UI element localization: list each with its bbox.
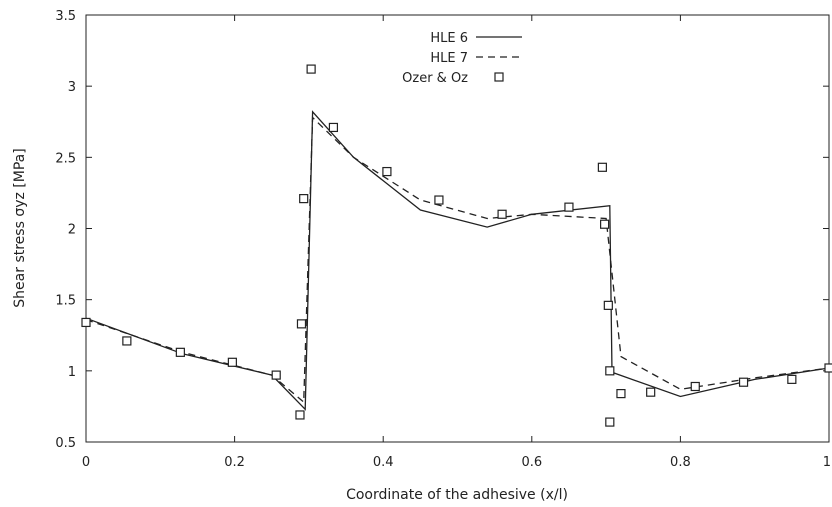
x-axis-title: Coordinate of the adhesive (x/l) bbox=[346, 487, 568, 503]
y-tick-label: 2 bbox=[68, 223, 76, 238]
y-tick-label: 0.5 bbox=[55, 436, 76, 451]
data-point-marker bbox=[787, 374, 797, 384]
data-point-marker bbox=[600, 219, 610, 229]
x-tick-label: 0.6 bbox=[521, 455, 542, 470]
y-tick-label: 3 bbox=[68, 80, 76, 95]
data-point-marker bbox=[497, 209, 507, 219]
data-point-marker bbox=[738, 377, 749, 387]
x-tick-label: 1 bbox=[823, 455, 831, 470]
data-point-marker bbox=[382, 166, 392, 177]
data-point-marker bbox=[597, 162, 607, 172]
data-point-marker bbox=[175, 347, 185, 357]
data-point-marker bbox=[603, 300, 613, 310]
legend: HLE 6 HLE 7 Ozer & Oz bbox=[402, 31, 522, 86]
data-point-marker bbox=[646, 387, 656, 397]
x-tick-label: 0.8 bbox=[670, 455, 691, 470]
legend-label: HLE 7 bbox=[430, 51, 468, 66]
x-tick-label: 0.4 bbox=[373, 455, 394, 470]
series-line bbox=[85, 110, 830, 411]
y-tick-label: 1 bbox=[68, 365, 76, 380]
y-tick-label: 1.5 bbox=[55, 294, 76, 309]
data-point-marker bbox=[434, 195, 444, 205]
legend-marker bbox=[494, 72, 504, 82]
data-point-marker bbox=[605, 417, 615, 427]
data-point-marker bbox=[271, 370, 281, 380]
x-tick-label: 0.2 bbox=[224, 455, 245, 470]
data-point-marker bbox=[81, 317, 91, 328]
data-point-marker bbox=[296, 319, 307, 329]
series-layer bbox=[81, 64, 832, 427]
legend-label: HLE 6 bbox=[430, 31, 468, 46]
data-point-marker bbox=[328, 122, 339, 133]
y-tick-label: 3.5 bbox=[55, 9, 76, 24]
series-line bbox=[85, 116, 830, 404]
data-point-marker bbox=[295, 410, 305, 420]
data-point-marker bbox=[605, 366, 615, 376]
x-tick-label: 0 bbox=[82, 455, 90, 470]
y-tick-label: 2.5 bbox=[55, 151, 76, 166]
data-point-marker bbox=[227, 357, 237, 367]
axis-ticks: 0 0.2 0.4 0.6 0.8 1 0.5 1 1.5 2 2.5 3 3.5 bbox=[55, 9, 831, 470]
data-point-marker bbox=[122, 336, 132, 346]
data-point-marker bbox=[564, 202, 574, 212]
y-axis-title: Shear stress σyz [MPa] bbox=[12, 148, 28, 307]
data-point-marker bbox=[824, 363, 832, 373]
data-point-marker bbox=[306, 64, 316, 74]
data-point-marker bbox=[616, 389, 626, 399]
data-point-marker bbox=[299, 194, 309, 204]
data-point-marker bbox=[690, 381, 700, 392]
legend-label: Ozer & Oz bbox=[402, 71, 468, 86]
